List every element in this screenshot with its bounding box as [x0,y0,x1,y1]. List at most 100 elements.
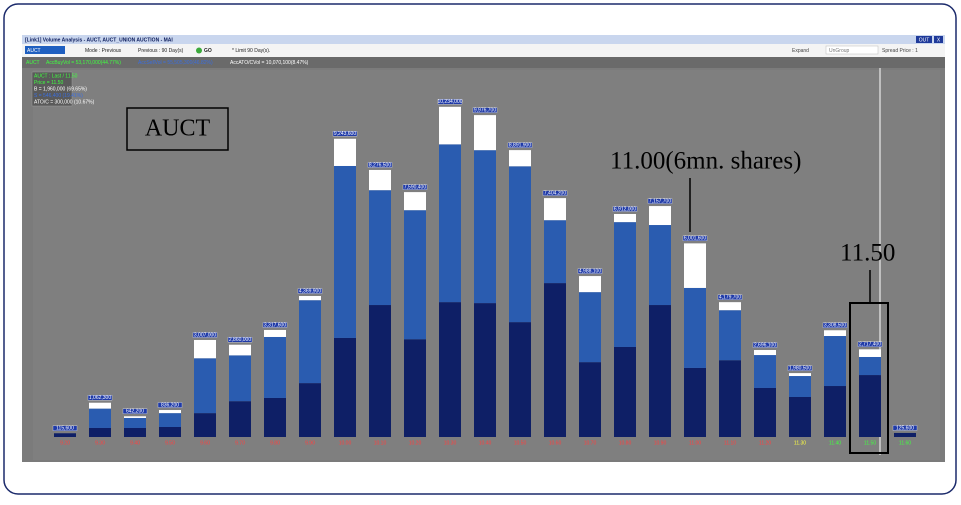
bar-segment [264,336,286,398]
bar-segment [124,427,146,437]
value-label-box [752,342,778,348]
value-label-box [647,198,673,204]
bar-segment [159,426,181,437]
bar-segment [474,150,496,304]
out-label[interactable]: OUT [919,37,930,43]
go[interactable]: GO [204,48,212,54]
bar-segment [544,283,566,437]
previous[interactable]: Previous : 90 Day(s) [138,48,184,54]
bar-segment [789,396,811,437]
bar-segment [614,346,636,437]
value-label-box [542,190,568,196]
bar-segment [824,386,846,437]
bar-segment [404,339,426,437]
expand[interactable]: Expand [792,48,809,54]
bar-segment [159,413,181,427]
value-label-box [297,288,323,294]
x-tick-label: 11.40 [829,440,841,446]
x-tick-label: 10.70 [584,440,597,446]
value-label: 2,860,000 [229,337,251,343]
value-label-box [577,268,603,274]
bar-segment [649,305,671,437]
bar-segment [719,360,741,437]
info-box [31,71,73,107]
x-tick-label: 9.50 [165,440,175,446]
value-label: 115,600 [56,426,74,432]
bar-segment [369,190,391,306]
x-tick-label: 9.60 [200,440,210,446]
bar-segment [684,287,706,368]
symbol-box[interactable] [25,46,65,54]
bar-segment [229,355,251,402]
mode[interactable]: Mode : Previous [85,48,122,54]
bar-segment [299,300,321,384]
x-tick-label: 9.80 [270,440,280,446]
x-tick-label: 11.50 [864,440,876,446]
bar-segment [124,417,146,428]
bar-segment [299,383,321,437]
symbol-input[interactable]: AUCT [27,48,41,54]
go-icon[interactable] [196,47,202,54]
close-button[interactable] [934,36,943,43]
bar-segment [614,213,636,223]
info-line: S = 546,400 (19.41%) [34,93,83,99]
spread[interactable]: Spread Price : 1 [882,48,918,54]
value-label: 4,369,900 [299,288,321,294]
bar-segment [824,330,846,337]
bar-segment [334,165,356,338]
value-label: 9,976,700 [474,107,496,113]
x-tick-label: 10.20 [409,440,422,446]
bar-segment [579,276,601,293]
bar-segment [544,198,566,221]
value-label-box [892,425,918,431]
group[interactable]: UnGroup [829,48,850,54]
bar-segment [684,243,706,288]
value-label-box [367,162,393,168]
bar-segment [194,339,216,359]
bar-segment [439,106,461,145]
bar-segment [509,150,531,167]
bar-segment [649,225,671,306]
bar-segment [89,408,111,428]
bar-segment [194,358,216,414]
bar-segment [264,397,286,437]
value-label: 8,891,900 [509,142,531,148]
bar-segment [824,336,846,387]
out-button[interactable] [916,36,932,43]
value-label: 7,404,200 [544,190,566,196]
group-box[interactable] [825,45,879,55]
value-label-box [507,142,533,148]
bar-segment [404,192,426,211]
bar-segment [859,356,881,376]
value-label-box [157,402,183,408]
bar-segment [859,349,881,357]
x-tick-label: 11.20 [759,440,771,446]
info-line: AUCT : Last / 11.50 [34,73,78,79]
value-label-box [472,107,498,113]
annotation-box [849,302,889,454]
x-tick-label: 10.60 [549,440,562,446]
bar-segment [229,401,251,437]
bar-segment [474,303,496,437]
window-title: [Link1] Volume Analysis - AUCT, AUCT_UNI… [25,37,173,43]
bar-segment [89,427,111,437]
x-tick-label: 10.50 [514,440,527,446]
value-label-box [402,184,428,190]
value-label: 1,980,500 [789,365,811,371]
value-label: 6,001,600 [684,236,706,242]
stats-symbol: AUCT [26,60,40,66]
info-line: ATO/C = 300,000 (10.67%) [34,99,95,105]
x-tick-label: 9.90 [305,440,315,446]
value-label-box [192,332,218,338]
value-label-box [227,337,253,343]
annotation: AUCT [145,116,211,142]
bar-segment [369,305,391,437]
value-label: 1,062,300 [89,395,111,401]
x-tick-label: 11.30 [794,440,806,446]
bar-segment [719,302,741,311]
annotation: 11.00(6mn. shares) [610,148,801,175]
annotation: 11.50 [840,240,895,267]
close-label[interactable]: X [937,37,941,43]
x-tick-label: 10.00 [339,440,352,446]
